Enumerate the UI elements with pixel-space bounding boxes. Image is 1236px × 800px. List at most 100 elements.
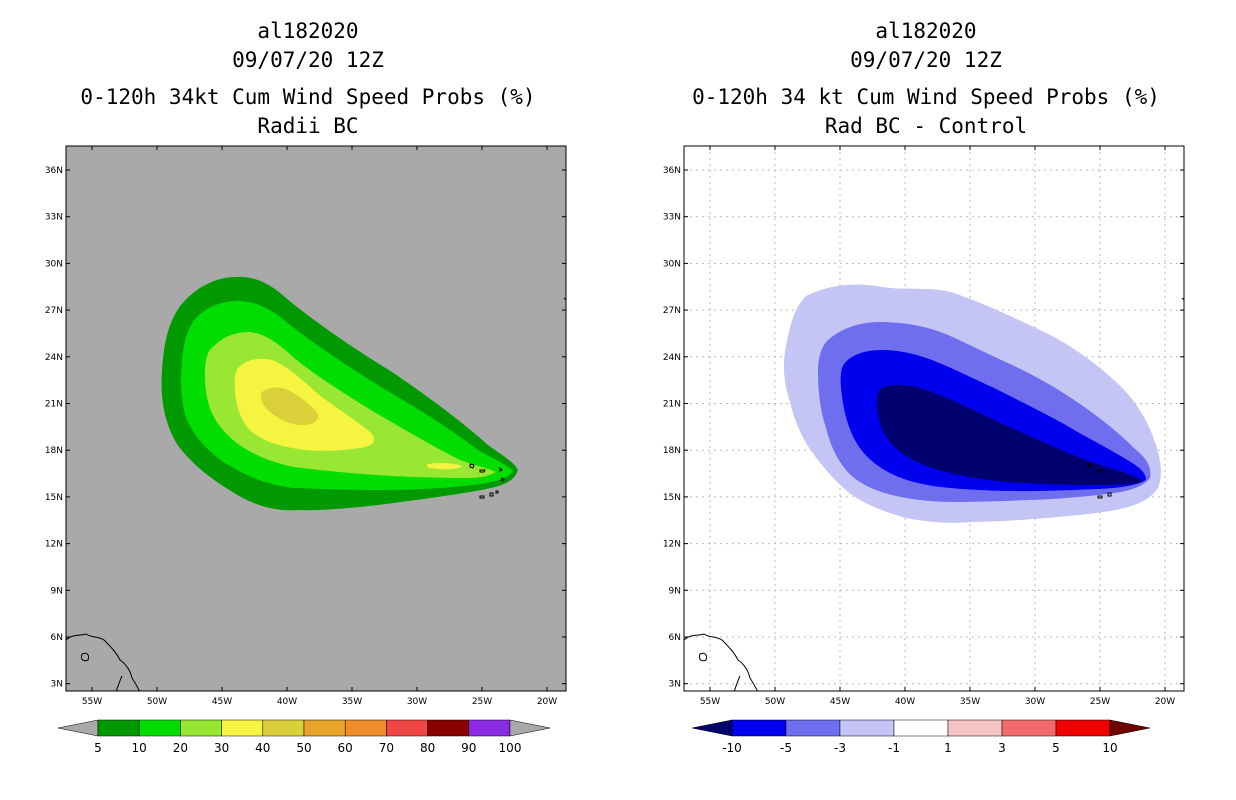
right-colorbar-swatch xyxy=(839,719,895,737)
left-lat-label: 18N xyxy=(45,446,63,456)
right-lat-label: 12N xyxy=(663,540,681,550)
left-colorbar-label: 20 xyxy=(173,741,188,755)
left-axis-ticks xyxy=(66,146,566,691)
right-lon-label: 50W xyxy=(765,697,785,707)
left-colorbar-label: 10 xyxy=(132,741,147,755)
right-colorbar-label: -3 xyxy=(834,741,846,755)
right-gridlines xyxy=(684,146,1184,691)
left-colorbar-label: 30 xyxy=(214,741,229,755)
left-lon-label: 25W xyxy=(472,697,492,707)
left-lon-label: 40W xyxy=(277,697,297,707)
left-lat-label: 33N xyxy=(45,213,63,223)
left-colorbar-swatch xyxy=(427,719,470,737)
left-longitude-labels: 55W 50W 45W 40W 35W 30W 25W 20W xyxy=(82,697,557,707)
left-colorbar-swatch xyxy=(344,719,387,737)
right-lat-label: 6N xyxy=(669,633,681,643)
left-panel-title-block: al182020 09/07/20 12Z 0-120h 34kt Cum Wi… xyxy=(48,17,568,141)
left-lat-label: 24N xyxy=(45,353,63,363)
left-lon-label: 20W xyxy=(537,697,557,707)
left-colorbar-label: 5 xyxy=(94,741,102,755)
right-axis-ticks xyxy=(684,146,1184,691)
right-storm-id: al182020 xyxy=(875,19,977,43)
left-lat-label: 12N xyxy=(45,540,63,550)
left-map-frame xyxy=(65,145,567,692)
right-colorbar-over-arrow xyxy=(1109,719,1151,737)
left-lat-label: 27N xyxy=(45,306,63,316)
right-lon-label: 45W xyxy=(830,697,850,707)
right-colorbar-label: -5 xyxy=(780,741,792,755)
left-lon-label: 50W xyxy=(147,697,167,707)
left-map-panel xyxy=(65,145,567,692)
left-colorbar-swatch xyxy=(468,719,511,737)
right-colorbar-swatch xyxy=(785,719,841,737)
right-lon-label: 25W xyxy=(1090,697,1110,707)
left-lat-label: 3N xyxy=(51,680,63,690)
right-colorbar-swatch xyxy=(731,719,787,737)
right-longitude-labels: 55W 50W 45W 40W 35W 30W 25W 20W xyxy=(700,697,1175,707)
right-colorbar-swatch xyxy=(1055,719,1111,737)
left-colorbar-label: 100 xyxy=(499,741,522,755)
left-colorbar-over-arrow xyxy=(509,719,551,737)
right-difference-field xyxy=(684,284,1184,691)
left-lat-label: 6N xyxy=(51,633,63,643)
left-colorbar: 5 10 20 30 40 50 60 70 80 90 100 xyxy=(57,719,551,755)
right-colorbar-label: 10 xyxy=(1102,741,1117,755)
right-datetime: 09/07/20 12Z xyxy=(850,48,1002,72)
right-colorbar-swatch xyxy=(947,719,1003,737)
right-colorbar-label: 3 xyxy=(998,741,1006,755)
left-colorbar-swatch xyxy=(303,719,346,737)
left-colorbar-label: 90 xyxy=(461,741,476,755)
right-latitude-labels: 36N 33N 30N 27N 24N 21N 18N 15N 12N 9N 6N 3N xyxy=(663,166,681,690)
diff-contour-minus-10 xyxy=(876,385,1142,485)
right-lat-label: 21N xyxy=(663,400,681,410)
left-colorbar-swatch xyxy=(221,719,264,737)
left-chart-title: 0-120h 34kt Cum Wind Speed Probs (%) xyxy=(80,85,536,109)
left-colorbar-swatch xyxy=(262,719,305,737)
right-colorbar-under-arrow xyxy=(691,719,733,737)
left-datetime: 09/07/20 12Z xyxy=(232,48,384,72)
right-panel-title-block: al182020 09/07/20 12Z 0-120h 34 kt Cum W… xyxy=(666,17,1186,141)
left-colorbar-swatch xyxy=(97,719,140,737)
left-colorbar-swatch xyxy=(386,719,428,737)
left-coastlines xyxy=(66,297,566,691)
left-colorbar-swatch xyxy=(180,719,222,737)
right-map-frame xyxy=(683,145,1185,692)
right-lat-label: 27N xyxy=(663,306,681,316)
right-map-panel xyxy=(683,145,1185,692)
right-coastlines xyxy=(684,297,1184,691)
left-colorbar-label: 70 xyxy=(379,741,394,755)
left-lat-label: 21N xyxy=(45,400,63,410)
left-colorbar-swatch xyxy=(138,719,181,737)
left-lat-label: 9N xyxy=(51,586,63,596)
right-lat-label: 15N xyxy=(663,493,681,503)
right-lat-label: 24N xyxy=(663,353,681,363)
right-colorbar-label: -1 xyxy=(888,741,900,755)
left-probability-field xyxy=(66,276,566,691)
right-colorbar-label: -10 xyxy=(722,741,742,755)
left-colorbar-label: 80 xyxy=(420,741,435,755)
right-colorbar: -10 -5 -3 -1 1 3 5 10 xyxy=(691,719,1151,755)
right-lon-label: 55W xyxy=(700,697,720,707)
prob-contour-30-tail xyxy=(426,462,462,470)
right-colorbar-label: 1 xyxy=(944,741,952,755)
left-lat-label: 30N xyxy=(45,259,63,269)
right-lon-label: 30W xyxy=(1025,697,1045,707)
left-latitude-labels: 36N 33N 30N 27N 24N 21N 18N 15N 12N 9N 6N 3N xyxy=(45,166,63,690)
right-lat-label: 18N xyxy=(663,446,681,456)
left-lon-label: 45W xyxy=(212,697,232,707)
left-colorbar-label: 40 xyxy=(255,741,270,755)
right-lat-label: 36N xyxy=(663,166,681,176)
right-lon-label: 40W xyxy=(895,697,915,707)
left-lat-label: 15N xyxy=(45,493,63,503)
right-lat-label: 3N xyxy=(669,680,681,690)
left-lon-label: 55W xyxy=(82,697,102,707)
right-chart-title: 0-120h 34 kt Cum Wind Speed Probs (%) xyxy=(692,85,1160,109)
right-lat-label: 9N xyxy=(669,586,681,596)
left-lon-label: 35W xyxy=(342,697,362,707)
right-colorbar-swatch xyxy=(893,719,949,737)
prob-contour-40 xyxy=(260,387,319,426)
right-lon-label: 20W xyxy=(1155,697,1175,707)
left-colorbar-under-arrow xyxy=(57,719,99,737)
right-colorbar-label: 5 xyxy=(1052,741,1060,755)
